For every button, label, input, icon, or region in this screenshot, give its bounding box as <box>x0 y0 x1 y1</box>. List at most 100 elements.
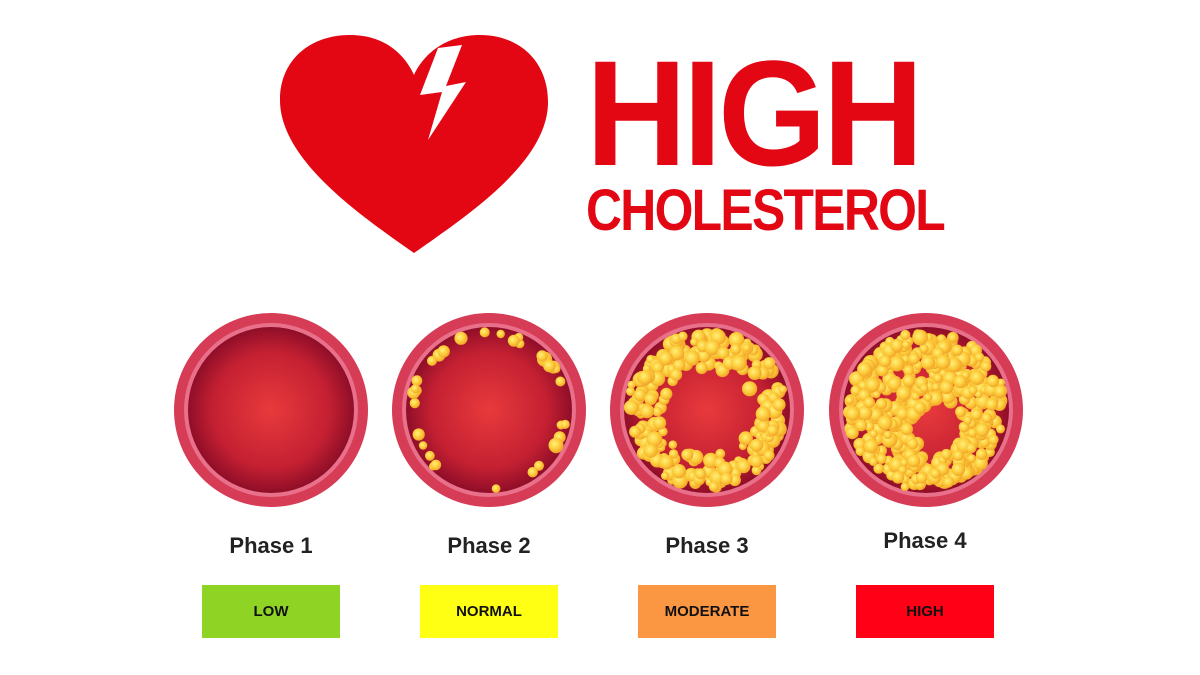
plaque-particle <box>527 467 538 478</box>
plaque-particle <box>863 438 879 454</box>
plaque-particle <box>941 448 952 460</box>
plaque-particle <box>975 422 990 437</box>
lightning-icon <box>420 45 466 140</box>
plaque-particle <box>751 465 762 476</box>
plaque-particle <box>865 377 880 393</box>
phase-3-label: Phase 3 <box>665 533 749 558</box>
plaque-particle <box>626 386 635 396</box>
plaque-particle <box>931 382 941 392</box>
plaque-particle <box>409 398 420 409</box>
plaque-particle <box>646 431 663 447</box>
plaque-particle <box>536 350 548 362</box>
plaque-particle <box>876 453 887 464</box>
plaque-particle <box>627 380 636 389</box>
title-high: HIGH <box>586 29 924 197</box>
plaque-particle <box>772 398 786 412</box>
plaque-particle <box>901 340 911 349</box>
plaque-particle <box>496 329 505 339</box>
plaque-particle <box>717 461 733 477</box>
plaque-particle <box>750 454 763 468</box>
plaque-particle <box>766 424 779 437</box>
plaque-particle <box>845 406 861 421</box>
plaque-particle <box>919 344 929 354</box>
plaque-particle <box>623 400 639 415</box>
plaque-particle <box>915 472 928 484</box>
plaque-particle <box>437 345 450 358</box>
artery-lumen <box>188 327 354 493</box>
plaque-particle <box>425 450 435 461</box>
plaque-particle <box>869 408 883 422</box>
plaque-particle <box>684 350 700 366</box>
plaque-particle <box>920 355 936 370</box>
plaque-particle <box>633 388 647 402</box>
plaque-particle <box>988 434 999 445</box>
plaque-particle <box>681 448 694 461</box>
plaque-particle <box>951 462 966 477</box>
plaque-particle <box>933 373 943 383</box>
plaque-particle <box>900 458 909 467</box>
plaque-particle <box>919 383 929 393</box>
plaque-particle <box>412 428 425 441</box>
plaque-particle <box>418 441 428 450</box>
plaque-particle <box>763 357 776 370</box>
plaque-particle <box>973 456 988 471</box>
plaque-particle <box>907 438 919 450</box>
plaque-particle <box>911 392 920 401</box>
plaque-particle <box>742 381 758 397</box>
plaque-particle <box>668 449 679 459</box>
level-badge-moderate: MODERATE <box>638 585 776 638</box>
plaque-particle <box>974 352 985 362</box>
plaque-particle <box>951 344 963 356</box>
plaque-particle <box>731 355 747 371</box>
plaque-particle <box>900 329 911 341</box>
plaque-particle <box>410 384 420 394</box>
plaque-particle <box>555 376 566 387</box>
plaque-particle <box>491 484 501 493</box>
level-badge-normal: NORMAL <box>420 585 558 638</box>
title-cholesterol: CHOLESTEROL <box>586 178 946 243</box>
plaque-particle <box>651 361 664 374</box>
plaque-particle <box>908 352 920 365</box>
plaque-particle <box>750 438 764 452</box>
plaque-particle <box>660 387 673 400</box>
plaque-particle <box>869 429 878 438</box>
plaque-particle <box>967 428 978 438</box>
phase-2-label: Phase 2 <box>447 533 531 558</box>
plaque-particle <box>629 425 642 438</box>
plaque-particle <box>430 459 442 471</box>
plaque-particle <box>876 364 889 377</box>
plaque-particle <box>913 401 926 414</box>
artery-lumen <box>406 327 572 493</box>
plaque-particle <box>855 446 866 457</box>
artery-phase-1 <box>174 313 368 507</box>
plaque-particle <box>969 370 985 386</box>
plaque-particle <box>903 365 915 376</box>
plaque-particle <box>942 476 955 488</box>
plaque-particle <box>869 457 878 466</box>
plaque-particle <box>695 361 708 375</box>
plaque-particle <box>963 416 972 425</box>
plaque-particle <box>863 396 875 409</box>
plaque-particle <box>669 368 683 381</box>
plaque-particle <box>669 345 685 361</box>
plaque-particle <box>643 443 658 458</box>
broken-heart-icon <box>280 35 548 253</box>
plaque-particle <box>872 390 881 399</box>
artery-phase-4 <box>829 313 1023 507</box>
plaque-particle <box>924 393 933 402</box>
plaque-particle <box>640 404 654 419</box>
plaque-particle <box>970 408 983 421</box>
plaque-particle <box>968 385 978 395</box>
plaque-particle <box>652 406 663 417</box>
plaque-particle <box>896 385 912 401</box>
plaque-particle <box>560 419 570 429</box>
level-badge-low: LOW <box>202 585 340 638</box>
plaque-particle <box>672 358 686 372</box>
plaque-particle <box>661 471 670 480</box>
plaque-particle <box>879 355 892 368</box>
artery-phase-2 <box>392 313 586 507</box>
plaque-particle <box>935 354 951 370</box>
plaque-particle <box>644 392 657 406</box>
plaque-particle <box>740 432 753 445</box>
